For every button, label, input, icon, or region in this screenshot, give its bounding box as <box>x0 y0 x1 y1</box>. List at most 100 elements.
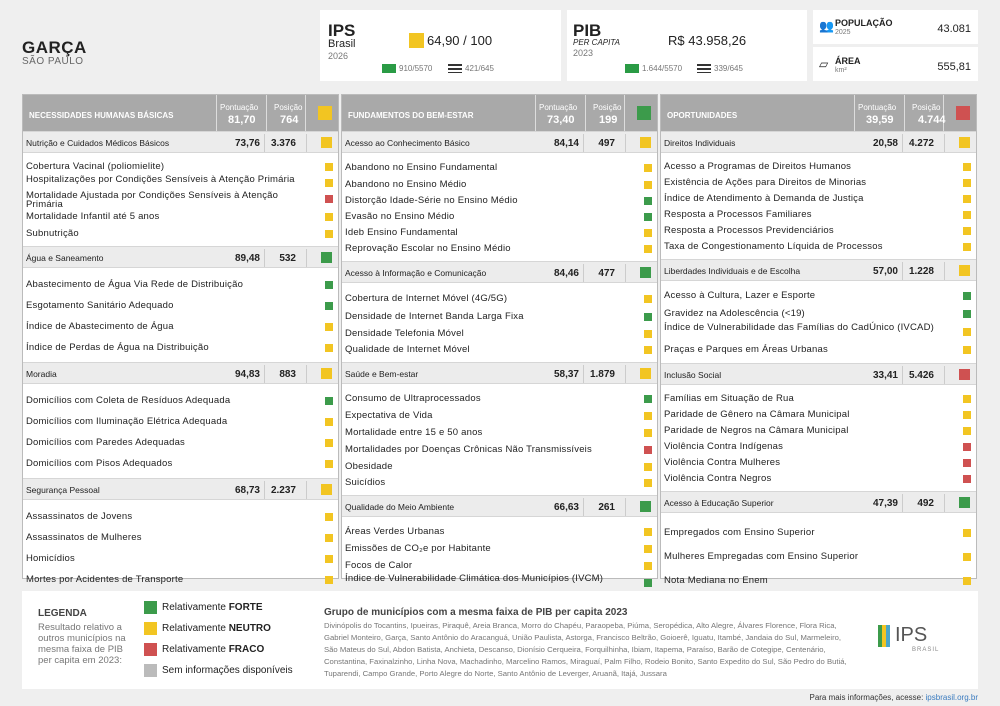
indicator-row: Domicílios com Coleta de Resíduos Adequa… <box>23 390 338 411</box>
indicator-row: Evasão no Ensino Médio <box>342 209 657 225</box>
component-status-indicator <box>321 137 332 148</box>
city-name: GARÇA <box>22 38 87 57</box>
footer-link[interactable]: ipsbrasil.org.br <box>925 693 978 702</box>
indicator-name: Distorção Idade-Série no Ensino Médio <box>345 195 518 206</box>
indicator-status-indicator <box>963 310 971 318</box>
component-header: Direitos Individuais 20,58 4.272 <box>661 131 976 153</box>
component-name: Direitos Individuais <box>664 138 736 148</box>
dimension-score: 73,40 <box>547 114 575 126</box>
indicator-status-indicator <box>644 394 652 403</box>
legend-label: Relativamente <box>162 602 229 614</box>
score-label: Pontuação <box>858 103 897 112</box>
indicator-row: Distorção Idade-Série no Ensino Médio <box>342 193 657 209</box>
indicator-status-indicator <box>644 346 652 354</box>
component-position: 1.228 <box>908 266 934 277</box>
dimension-column-3: OPORTUNIDADES Pontuação 39,59 Posição 4.… <box>660 94 977 586</box>
indicator-row: Domicílios com Iluminação Elétrica Adequ… <box>23 411 338 432</box>
indicator-status-indicator <box>963 292 971 300</box>
indicator-status-indicator <box>325 179 333 187</box>
ips-logo-icon <box>878 625 890 647</box>
ips-rank-sp: 421/645 <box>448 64 494 74</box>
component-name: Moradia <box>26 369 57 379</box>
indicator-status-indicator <box>325 343 333 352</box>
indicator-status-indicator <box>963 163 971 171</box>
indicator-status-indicator <box>644 164 652 172</box>
component-score: 57,00 <box>872 266 898 277</box>
component-position: 261 <box>598 502 615 513</box>
component-position: 883 <box>279 369 296 380</box>
indicator-row: Assassinatos de Mulheres <box>23 527 338 548</box>
footer: Para mais informações, acesse: ipsbrasil… <box>809 693 978 702</box>
indicator-row: Focos de Calor <box>342 557 657 574</box>
dimension-name: NECESSIDADES HUMANAS BÁSICAS <box>29 111 174 120</box>
dimension-name: OPORTUNIDADES <box>667 111 738 120</box>
indicator-name: Homicídios <box>26 552 75 564</box>
score-label: Pontuação <box>220 103 259 112</box>
indicator-status-indicator <box>963 475 971 483</box>
indicator-row: Qualidade de Internet Móvel <box>342 342 657 358</box>
indicator-row: Taxa de Congestionamento Líquida de Proc… <box>661 239 976 255</box>
component-score: 66,63 <box>553 502 579 513</box>
indicator-name: Cobertura de Internet Móvel (4G/5G) <box>345 292 508 304</box>
indicator-row: Mortalidades por Doenças Crônicas Não Tr… <box>342 441 657 458</box>
population-card: 👥 POPULAÇÃO 2025 43.081 <box>813 10 978 44</box>
pop-year: 2025 <box>835 29 851 36</box>
indicator-row: Praças e Parques em Áreas Urbanas <box>661 341 976 359</box>
indicator-status-indicator <box>963 443 971 451</box>
indicator-status-indicator <box>325 438 333 447</box>
pib-rank-br: 1.644/5570 <box>625 64 682 74</box>
component-header: Liberdades Individuais e de Escolha 57,0… <box>661 259 976 281</box>
indicator-name: Existência de Ações para Direitos de Min… <box>664 177 867 188</box>
component-name: Nutrição e Cuidados Médicos Básicos <box>26 138 170 148</box>
indicator-status-indicator <box>644 462 652 471</box>
indicator-name: Índice de Perdas de Água na Distribuição <box>26 341 209 353</box>
component-position: 497 <box>598 138 615 149</box>
component-position: 5.426 <box>908 370 934 381</box>
legend-swatch <box>144 643 157 656</box>
indicator-name: Violência Contra Mulheres <box>664 457 781 468</box>
indicator-name: Densidade Telefonia Móvel <box>345 328 464 339</box>
indicator-status-indicator <box>963 577 971 585</box>
group-municipalities: Divinópolis do Tocantins, Ipueiras, Pira… <box>324 621 847 678</box>
indicator-row: Emissões de CO₂e por Habitante <box>342 540 657 557</box>
indicator-name: Áreas Verdes Urbanas <box>345 525 445 537</box>
pib-card: PIB PER CAPITA 2023 R$ 43.958,26 1.644/5… <box>567 10 807 81</box>
indicator-status-indicator <box>644 229 652 237</box>
indicator-row: Cobertura de Internet Móvel (4G/5G) <box>342 289 657 308</box>
indicator-row: Índice de Vulnerabilidade das Famílias d… <box>661 323 976 341</box>
indicator-row: Gravidez na Adolescência (<19) <box>661 305 976 323</box>
indicator-name: Mortalidades por Doenças Crônicas Não Tr… <box>345 443 592 455</box>
component-header: Acesso à Educação Superior 47,39 492 <box>661 491 976 513</box>
ips-sub: Brasil <box>328 38 356 50</box>
indicator-name: Domicílios com Paredes Adequadas <box>26 436 186 448</box>
indicator-row: Violência Contra Mulheres <box>661 455 976 471</box>
logo-subtext: BRASIL <box>912 647 940 653</box>
component-score: 73,76 <box>234 138 260 149</box>
indicator-status-indicator <box>963 529 971 537</box>
component-status-indicator <box>640 137 651 148</box>
indicator-row: Densidade Telefonia Móvel <box>342 326 657 342</box>
indicator-row: Resposta a Processos Previdenciários <box>661 223 976 239</box>
dimension-position: 199 <box>599 114 618 126</box>
indicator-status-indicator <box>325 396 333 405</box>
indicator-row: Violência Contra Indígenas <box>661 439 976 455</box>
state-name: SÃO PAULO <box>22 56 84 67</box>
indicator-row: Consumo de Ultraprocessados <box>342 390 657 407</box>
indicator-row: Índice de Perdas de Água na Distribuição <box>23 337 338 358</box>
legend-item: Relativamente NEUTRO <box>144 622 271 635</box>
indicator-name: Expectativa de Vida <box>345 409 433 421</box>
indicator-row: Empregados com Ensino Superior <box>661 521 976 545</box>
indicator-row: Abandono no Ensino Fundamental <box>342 159 657 177</box>
indicator-row: Mortes por Acidentes de Transporte <box>23 569 338 590</box>
indicator-row: Domicílios com Pisos Adequados <box>23 453 338 474</box>
indicator-row: Paridade de Gênero na Câmara Municipal <box>661 407 976 423</box>
pop-label: POPULAÇÃO <box>835 18 893 28</box>
indicator-name: Assassinatos de Mulheres <box>26 531 142 543</box>
legend-panel: LEGENDA Resultado relativo a outros muni… <box>22 591 978 689</box>
indicator-name: Empregados com Ensino Superior <box>664 527 815 538</box>
legend-label: Relativamente <box>162 623 229 635</box>
dimension-position: 764 <box>280 114 299 126</box>
brazil-flag-icon <box>382 64 396 74</box>
indicator-status-indicator <box>963 459 971 467</box>
indicator-status-indicator <box>644 445 652 454</box>
